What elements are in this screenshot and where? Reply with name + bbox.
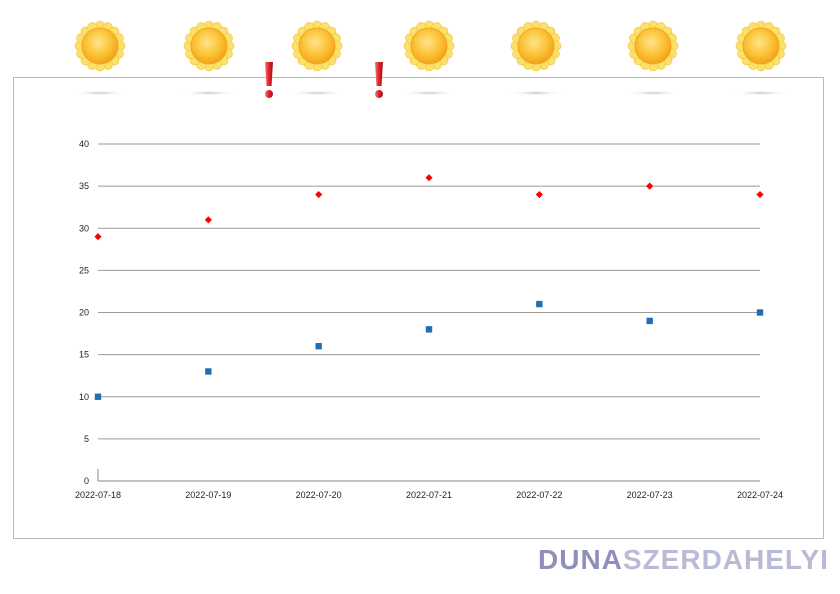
sun-icon [403, 20, 455, 72]
sun-icon [291, 20, 343, 72]
series-2-point [315, 343, 322, 350]
x-tick-label: 2022-07-20 [296, 490, 342, 500]
x-tick-label: 2022-07-18 [75, 490, 121, 500]
exclamation-icon [265, 62, 273, 98]
y-tick-label: 15 [79, 350, 89, 360]
x-tick-label: 2022-07-23 [627, 490, 673, 500]
sun-shadow [508, 90, 564, 96]
site-logo[interactable]: DUNASZERDAHELYI [538, 546, 829, 574]
series-1-point [756, 190, 764, 199]
sun-icon [735, 20, 787, 72]
sun-icon [74, 20, 126, 72]
series-1-point [425, 174, 433, 182]
y-tick-label: 40 [79, 139, 89, 149]
exclamation-icon [375, 62, 383, 98]
x-tick-label: 2022-07-21 [406, 490, 452, 500]
sun-shadow [181, 90, 237, 96]
sun-shadow [625, 90, 681, 96]
y-tick-label: 5 [84, 434, 89, 444]
series-2-point [756, 309, 764, 316]
x-tick-label: 2022-07-19 [185, 490, 231, 500]
sun-shadow [401, 90, 457, 96]
series-2-point [425, 326, 433, 333]
series-2-point [205, 368, 212, 375]
series-2-point [536, 300, 543, 308]
sun-shadow [72, 90, 128, 96]
y-tick-label: 35 [79, 181, 89, 191]
series-1-point [646, 182, 654, 190]
series-2-point [646, 317, 653, 325]
x-tick-label: 2022-07-24 [737, 490, 783, 500]
sun-shadow [289, 90, 345, 96]
y-tick-label: 10 [79, 392, 89, 402]
series-2-point [94, 393, 102, 400]
sun-icon [627, 20, 679, 72]
y-tick-label: 30 [79, 223, 89, 233]
x-tick-label: 2022-07-22 [516, 490, 562, 500]
sun-icon [510, 20, 562, 72]
series-1-point [204, 216, 212, 224]
sun-shadow [733, 90, 789, 96]
sun-icon [183, 20, 235, 72]
chart-frame [13, 77, 824, 539]
y-tick-label: 25 [79, 265, 89, 275]
y-tick-label: 20 [79, 308, 89, 318]
y-tick-label: 0 [84, 476, 89, 486]
logo-text-szerdahelyi: SZERDAHELYI [622, 544, 829, 575]
series-1-point [94, 233, 102, 241]
logo-text-duna: DUNA [538, 544, 623, 575]
series-1-point [315, 190, 323, 199]
series-1-point [535, 190, 543, 199]
